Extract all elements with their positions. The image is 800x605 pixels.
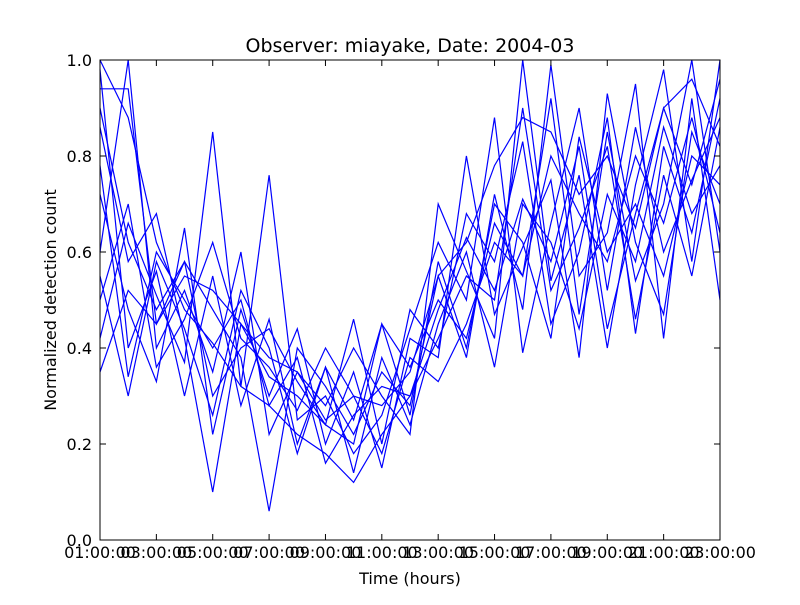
x-tick-label-6: 13:00:00	[402, 543, 474, 562]
y-tick-label-1: 0.2	[67, 435, 92, 454]
x-tick-label-7: 15:00:00	[459, 543, 531, 562]
x-axis-label: Time (hours)	[358, 569, 461, 588]
y-tick-label-2: 0.4	[67, 339, 92, 358]
x-tick-label-5: 11:00:00	[346, 543, 418, 562]
series-line-10	[99, 117, 721, 456]
y-tick-label-3: 0.6	[67, 243, 92, 262]
x-tick-label-4: 09:00:00	[290, 543, 362, 562]
x-tick-label-9: 19:00:00	[571, 543, 643, 562]
series-line-11	[99, 107, 721, 465]
y-tick-label-4: 0.8	[67, 147, 92, 166]
x-tick-label-10: 21:00:00	[628, 543, 700, 562]
chart-title: Observer: miayake, Date: 2004-03	[246, 35, 575, 57]
y-tick-label-0: 0.0	[67, 531, 92, 550]
x-tick-label-2: 05:00:00	[177, 543, 249, 562]
x-tick-label-11: 23:00:00	[684, 543, 756, 562]
series-line-8	[99, 64, 721, 512]
y-axis-label: Normalized detection count	[41, 189, 60, 411]
series-line-12	[99, 107, 721, 445]
x-tick-label-8: 17:00:00	[515, 543, 587, 562]
axis-ticks	[99, 59, 721, 541]
series-line-4	[99, 93, 721, 469]
tick-labels: 01:00:0003:00:0005:00:0007:00:0009:00:00…	[64, 51, 756, 562]
series-line-9	[99, 69, 721, 473]
x-tick-label-1: 03:00:00	[120, 543, 192, 562]
x-tick-label-0: 01:00:00	[64, 543, 136, 562]
series-lines	[99, 59, 721, 512]
series-line-7	[99, 98, 721, 493]
y-tick-label-5: 1.0	[67, 51, 92, 70]
plot-frame	[99, 59, 721, 541]
x-tick-label-3: 07:00:00	[233, 543, 305, 562]
series-line-6	[99, 59, 721, 437]
